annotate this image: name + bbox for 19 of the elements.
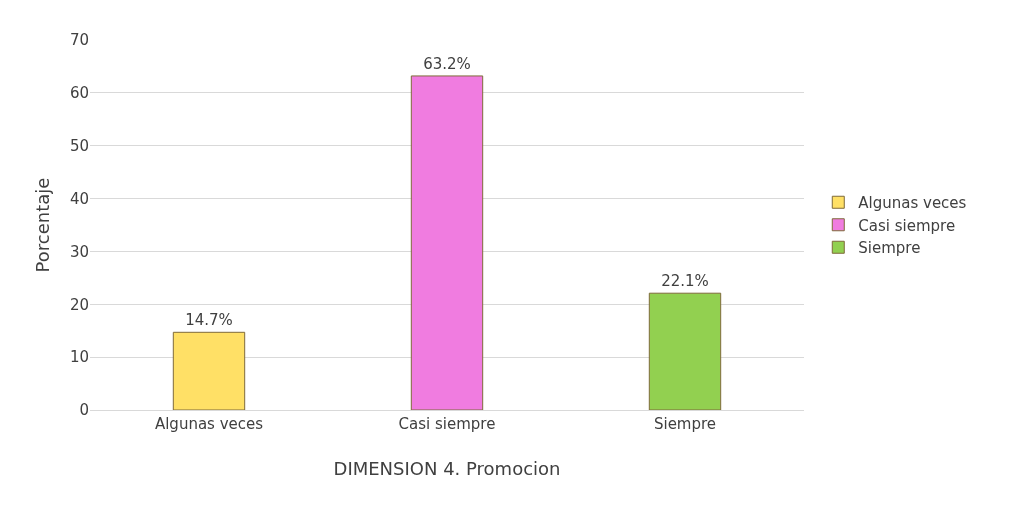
legend-label: Algunas veces [858, 194, 967, 213]
legend-label: Siempre [858, 239, 921, 258]
x-axis-title: DIMENSION 4. Promocion [333, 458, 561, 480]
x-tick-label: Casi siempre [398, 415, 496, 433]
y-tick-label: 50 [69, 136, 89, 155]
legend-label: Casi siempre [858, 216, 956, 235]
y-tick-label: 10 [69, 348, 89, 367]
data-label: 63.2% [423, 54, 471, 73]
x-tick-label: Siempre [653, 415, 717, 433]
data-label: 22.1% [661, 272, 709, 291]
y-tick-label: 20 [69, 295, 89, 314]
y-tick-label: 60 [69, 84, 89, 103]
data-label: 14.7% [185, 311, 233, 330]
y-tick-label: 70 [69, 31, 89, 50]
y-tick-label: 0 [79, 401, 89, 420]
y-axis-title: Porcentaje [32, 177, 54, 273]
y-tick-label: 40 [69, 189, 89, 208]
x-tick-label: Algunas veces [154, 415, 264, 433]
y-tick-label: 30 [69, 242, 89, 261]
